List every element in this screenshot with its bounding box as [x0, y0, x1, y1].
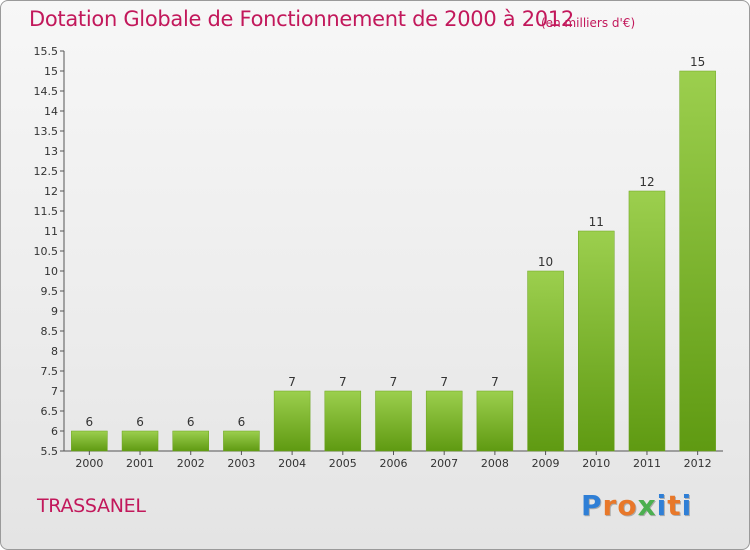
proxiti-logo: Proxiti: [581, 489, 693, 522]
bar-value-label: 12: [639, 175, 654, 189]
y-tick-label: 14: [44, 105, 58, 118]
y-tick-label: 7: [51, 385, 58, 398]
y-tick-label: 8.5: [41, 325, 59, 338]
y-tick-label: 13: [44, 145, 58, 158]
bar-value-label: 7: [390, 375, 398, 389]
bar-value-label: 6: [187, 415, 195, 429]
y-tick-label: 12.5: [34, 165, 59, 178]
bar-2007: [425, 390, 463, 452]
bar-value-label: 15: [690, 55, 705, 69]
y-tick-label: 15.5: [34, 45, 59, 58]
bar-value-label: 11: [589, 215, 604, 229]
bar-2001: [121, 430, 159, 452]
x-tick-label: 2011: [633, 457, 661, 470]
y-tick-label: 9.5: [41, 285, 59, 298]
x-tick-label: 2009: [532, 457, 560, 470]
x-tick-label: 2003: [227, 457, 255, 470]
bar-2011: [628, 190, 666, 452]
x-tick-label: 2012: [684, 457, 712, 470]
y-tick-label: 11: [44, 225, 58, 238]
y-tick-label: 6: [51, 425, 58, 438]
x-tick-label: 2004: [278, 457, 306, 470]
x-tick-label: 2001: [126, 457, 154, 470]
bar-2010: [578, 230, 615, 452]
x-tick-label: 2008: [481, 457, 509, 470]
chart-subtitle: (en milliers d'€): [541, 16, 636, 30]
x-tick-label: 2005: [329, 457, 357, 470]
bar-value-label: 7: [339, 375, 347, 389]
y-tick-label: 10: [44, 265, 58, 278]
y-tick-label: 14.5: [34, 85, 59, 98]
x-tick-label: 2000: [75, 457, 103, 470]
bar-2009: [527, 270, 564, 452]
y-tick-label: 15: [44, 65, 58, 78]
y-tick-label: 9: [51, 305, 58, 318]
bar-2004: [273, 390, 311, 452]
bar-value-label: 6: [86, 415, 94, 429]
y-tick-label: 12: [44, 185, 58, 198]
bar-value-label: 7: [288, 375, 296, 389]
x-tick-label: 2010: [582, 457, 610, 470]
x-tick-label: 2006: [380, 457, 408, 470]
y-tick-label: 7.5: [41, 365, 59, 378]
bar-2003: [223, 430, 260, 452]
bar-2000: [71, 430, 108, 452]
bar-value-label: 7: [440, 375, 448, 389]
bar-value-label: 7: [491, 375, 499, 389]
x-tick-label: 2002: [177, 457, 205, 470]
x-tick-label: 2007: [430, 457, 458, 470]
y-tick-label: 10.5: [34, 245, 59, 258]
place-name: TRASSANEL: [37, 495, 146, 517]
y-tick-label: 11.5: [34, 205, 59, 218]
y-tick-label: 13.5: [34, 125, 59, 138]
bar-2012: [679, 70, 716, 452]
bar-value-label: 6: [238, 415, 246, 429]
bar-2006: [375, 390, 412, 452]
bar-2005: [324, 390, 362, 452]
bar-2002: [172, 430, 209, 452]
chart-title: Dotation Globale de Fonctionnement de 20…: [29, 7, 574, 31]
bar-2008: [476, 390, 514, 452]
bar-value-label: 6: [136, 415, 144, 429]
y-tick-label: 8: [51, 345, 58, 358]
y-tick-label: 5.5: [41, 445, 59, 458]
bar-value-label: 10: [538, 255, 553, 269]
y-tick-label: 6.5: [41, 405, 59, 418]
